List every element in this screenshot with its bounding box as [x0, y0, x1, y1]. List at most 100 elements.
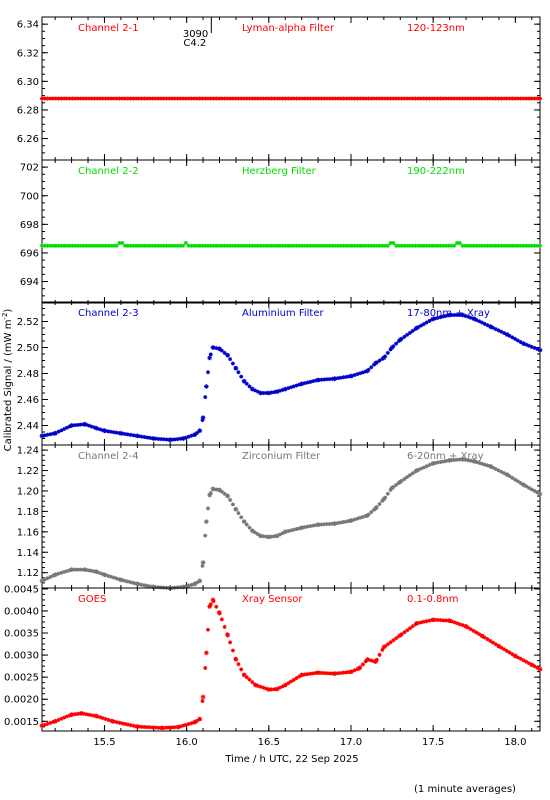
- data-point: [383, 243, 388, 248]
- data-point: [424, 320, 429, 325]
- data-point: [518, 339, 523, 344]
- data-point: [236, 243, 241, 248]
- data-point: [118, 430, 124, 436]
- data-point: [385, 96, 390, 101]
- data-point: [120, 240, 125, 245]
- data-point: [460, 96, 465, 101]
- data-point: [208, 243, 213, 248]
- data-point: [441, 96, 446, 101]
- data-point: [289, 528, 293, 533]
- data-point: [64, 96, 69, 101]
- data-point: [48, 720, 53, 725]
- data-point: [203, 96, 208, 101]
- data-point: [532, 345, 537, 350]
- data-point: [430, 243, 435, 248]
- data-point: [219, 243, 224, 248]
- x-tick-label: 18.0: [504, 737, 526, 748]
- data-point: [485, 243, 490, 248]
- data-point: [222, 350, 227, 355]
- data-point: [139, 582, 144, 587]
- data-point: [313, 243, 318, 248]
- data-point: [468, 627, 473, 632]
- data-point: [233, 96, 238, 101]
- data-point: [78, 243, 83, 248]
- data-point: [336, 376, 341, 381]
- data-point: [73, 243, 78, 248]
- data-point: [123, 578, 127, 583]
- data-point: [532, 488, 537, 493]
- data-point: [377, 243, 382, 248]
- data-point: [452, 243, 457, 248]
- data-point: [207, 604, 213, 609]
- data-point: [239, 515, 244, 520]
- data-point: [189, 243, 194, 248]
- data-point: [208, 352, 213, 357]
- data-point: [485, 637, 490, 642]
- data-point: [214, 346, 219, 351]
- data-point: [189, 96, 194, 101]
- y-tick-label: 2.48: [17, 369, 39, 380]
- data-point: [93, 713, 99, 719]
- data-point: [504, 472, 510, 478]
- data-point: [435, 96, 440, 101]
- data-point: [330, 96, 335, 101]
- data-point: [210, 597, 216, 603]
- data-point: [507, 474, 512, 479]
- data-point: [48, 432, 53, 437]
- data-point: [291, 677, 296, 682]
- data-point: [496, 96, 501, 101]
- data-point: [537, 347, 543, 353]
- data-point: [283, 243, 288, 248]
- data-point: [161, 96, 166, 101]
- data-point: [277, 243, 282, 248]
- data-point: [443, 618, 448, 623]
- flare-annotation-line2: C4.2: [183, 38, 206, 49]
- data-point: [87, 423, 92, 428]
- data-point: [89, 713, 94, 718]
- data-point: [128, 432, 133, 437]
- data-point: [81, 243, 86, 248]
- data-point: [311, 96, 316, 101]
- data-point: [435, 315, 440, 320]
- data-point: [399, 243, 404, 248]
- data-point: [186, 583, 191, 588]
- data-point: [452, 620, 457, 625]
- data-point: [194, 580, 199, 585]
- data-point: [363, 659, 368, 664]
- data-point: [424, 96, 429, 101]
- data-point: [302, 96, 307, 101]
- data-point: [128, 723, 133, 728]
- data-point: [230, 502, 235, 507]
- data-point: [180, 584, 186, 590]
- data-point: [241, 378, 247, 384]
- data-point: [258, 96, 263, 101]
- data-point: [255, 243, 260, 248]
- data-point: [87, 96, 92, 101]
- data-point: [529, 662, 535, 668]
- data-point: [449, 619, 454, 624]
- data-point: [410, 624, 415, 629]
- data-point: [164, 96, 169, 101]
- data-point: [269, 243, 274, 248]
- data-point: [134, 724, 140, 729]
- data-point: [274, 686, 280, 692]
- data-point: [515, 338, 520, 343]
- data-point: [348, 669, 354, 675]
- chart-panels: 6.26 6.28 6.30 6.32 6.34 Channel 2-1 Lyman-alp…: [4, 16, 543, 732]
- data-point: [479, 96, 484, 101]
- data-point: [535, 96, 540, 101]
- data-point: [488, 638, 493, 643]
- data-point: [407, 96, 412, 101]
- data-point: [219, 617, 224, 622]
- data-point: [114, 243, 119, 248]
- data-point: [255, 389, 260, 394]
- data-point: [468, 243, 473, 248]
- data-point: [289, 679, 293, 684]
- data-point: [496, 328, 501, 333]
- data-point: [228, 357, 233, 362]
- data-point: [222, 491, 227, 496]
- data-point: [87, 712, 92, 717]
- data-point: [369, 510, 374, 515]
- data-point: [150, 243, 155, 248]
- panel-channel-label: Channel 2-1: [78, 23, 139, 34]
